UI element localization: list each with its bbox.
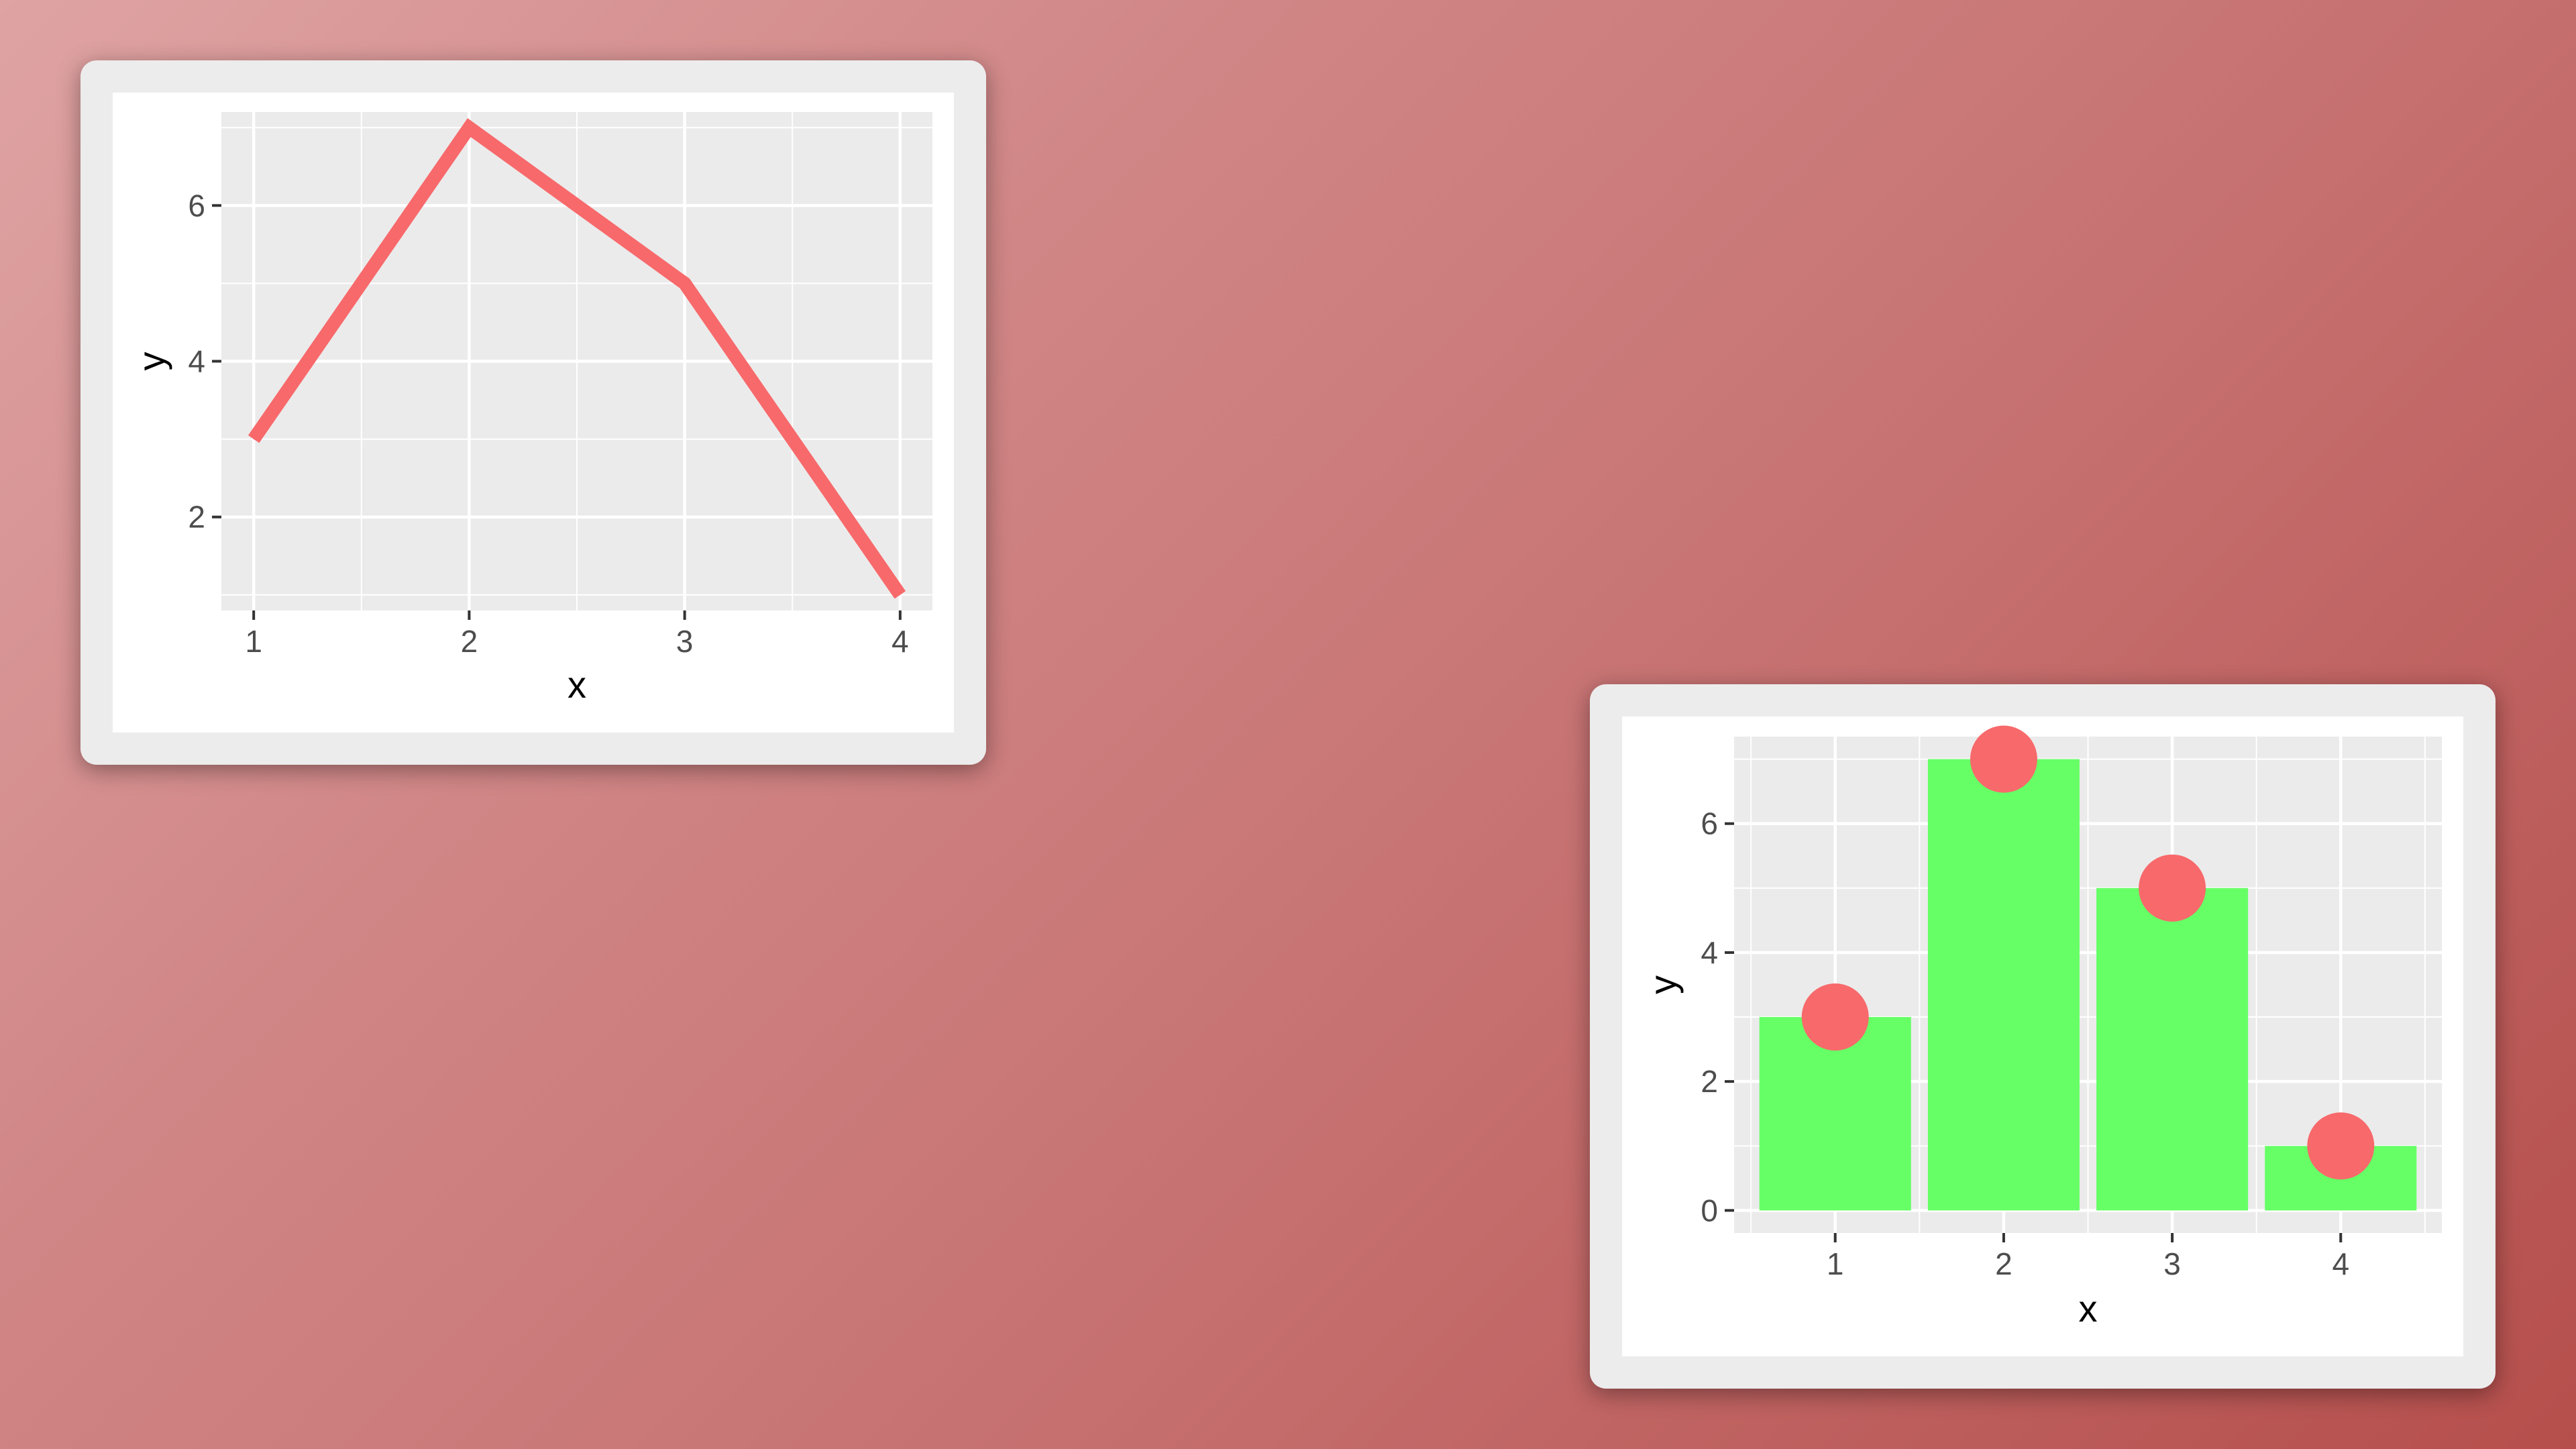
data-point (468, 127, 470, 128)
data-point (1970, 725, 2037, 793)
data-point (2307, 1112, 2375, 1180)
bar (1927, 759, 2080, 1211)
y-axis-title: y (130, 352, 172, 371)
y-tick-label: 2 (1701, 1064, 1718, 1099)
x-tick-label: 3 (676, 624, 694, 659)
x-tick-label: 4 (892, 624, 909, 659)
x-tick-label: 1 (245, 624, 262, 659)
x-tick-label: 4 (2332, 1246, 2349, 1281)
x-axis-title: x (2079, 1287, 2098, 1330)
y-tick-label: 6 (188, 188, 205, 223)
y-tick-label: 4 (1701, 935, 1718, 970)
y-tick-label: 0 (1701, 1193, 1718, 1228)
x-tick-label: 2 (461, 624, 478, 659)
line-chart: 1 2 3 4 2 4 6 x y (130, 112, 932, 706)
bar-chart: 1 2 3 4 0 2 4 6 x y (1642, 725, 2442, 1330)
data-point (2139, 854, 2206, 922)
x-axis-title: x (568, 663, 586, 706)
x-tick-label: 3 (2163, 1246, 2181, 1281)
y-tick-label: 6 (1701, 806, 1718, 841)
y-tick-label: 4 (188, 344, 205, 379)
series-line (248, 118, 906, 599)
line-chart-card: 1 2 3 4 2 4 6 x y (80, 60, 986, 765)
data-point (684, 282, 686, 284)
x-tick-label: 1 (1827, 1246, 1844, 1281)
bar-chart-card: 1 2 3 4 0 2 4 6 x y (1590, 684, 2496, 1389)
y-tick-label: 2 (188, 500, 205, 535)
bar (2096, 888, 2249, 1211)
x-tick-label: 2 (1995, 1246, 2012, 1281)
y-axis-title: y (1642, 975, 1684, 994)
data-point (1801, 983, 1869, 1051)
